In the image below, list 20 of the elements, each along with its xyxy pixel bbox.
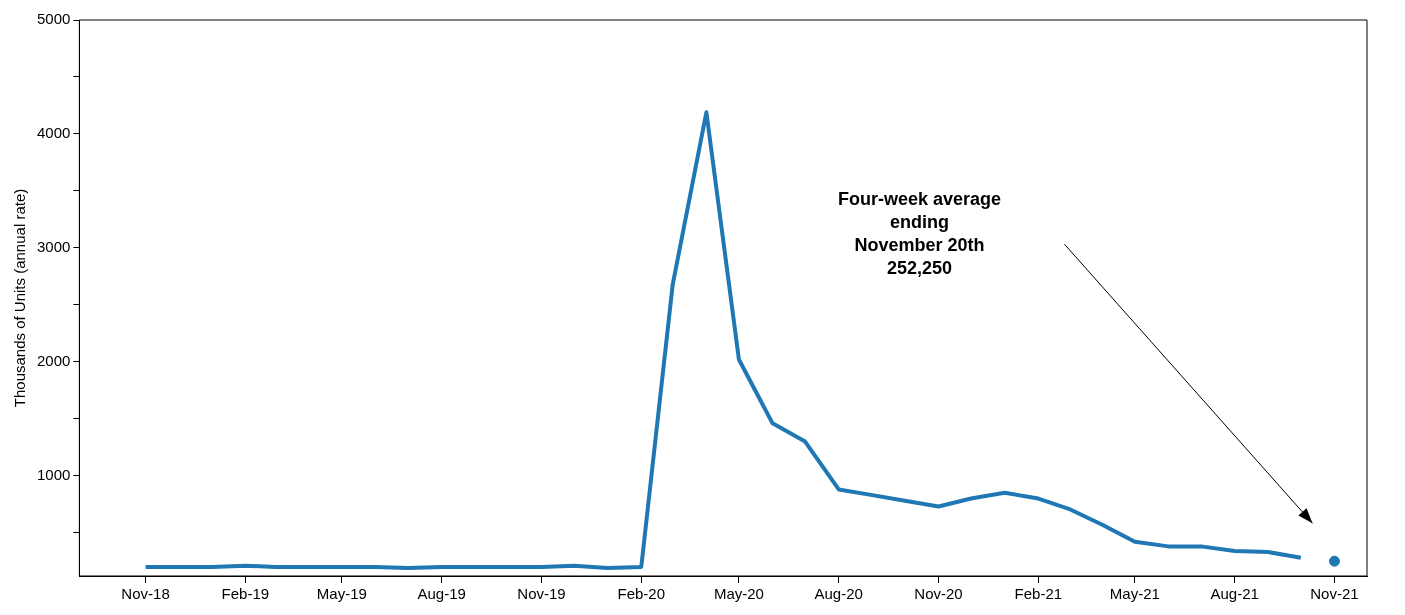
x-tick-label: Aug-21 xyxy=(1210,585,1259,603)
y-tick-label: 4000 xyxy=(36,124,71,142)
y-tick-label: 2000 xyxy=(36,351,71,369)
x-tick-label: Feb-20 xyxy=(617,585,666,603)
x-tick-label: Nov-19 xyxy=(517,585,566,603)
y-tick-label: 3000 xyxy=(36,238,71,256)
x-tick-label: Nov-20 xyxy=(914,585,963,603)
x-tick-label: May-20 xyxy=(713,585,764,603)
x-tick-label: Aug-19 xyxy=(417,585,466,603)
y-tick-label: 1000 xyxy=(36,465,71,483)
x-tick-label: Nov-21 xyxy=(1310,585,1359,603)
x-tick-label: Aug-20 xyxy=(814,585,863,603)
x-tick-label: Nov-18 xyxy=(121,585,170,603)
x-tick-label: May-19 xyxy=(316,585,367,603)
y-axis-title: Thousands of Units (annual rate) xyxy=(11,188,29,408)
x-tick-label: May-21 xyxy=(1109,585,1160,603)
y-tick-label: 5000 xyxy=(36,10,71,28)
annotation: Four-week average ending November 20th 252,250 xyxy=(837,189,1001,279)
x-tick-label: Feb-19 xyxy=(221,585,270,603)
x-tick-label: Feb-21 xyxy=(1014,585,1063,603)
